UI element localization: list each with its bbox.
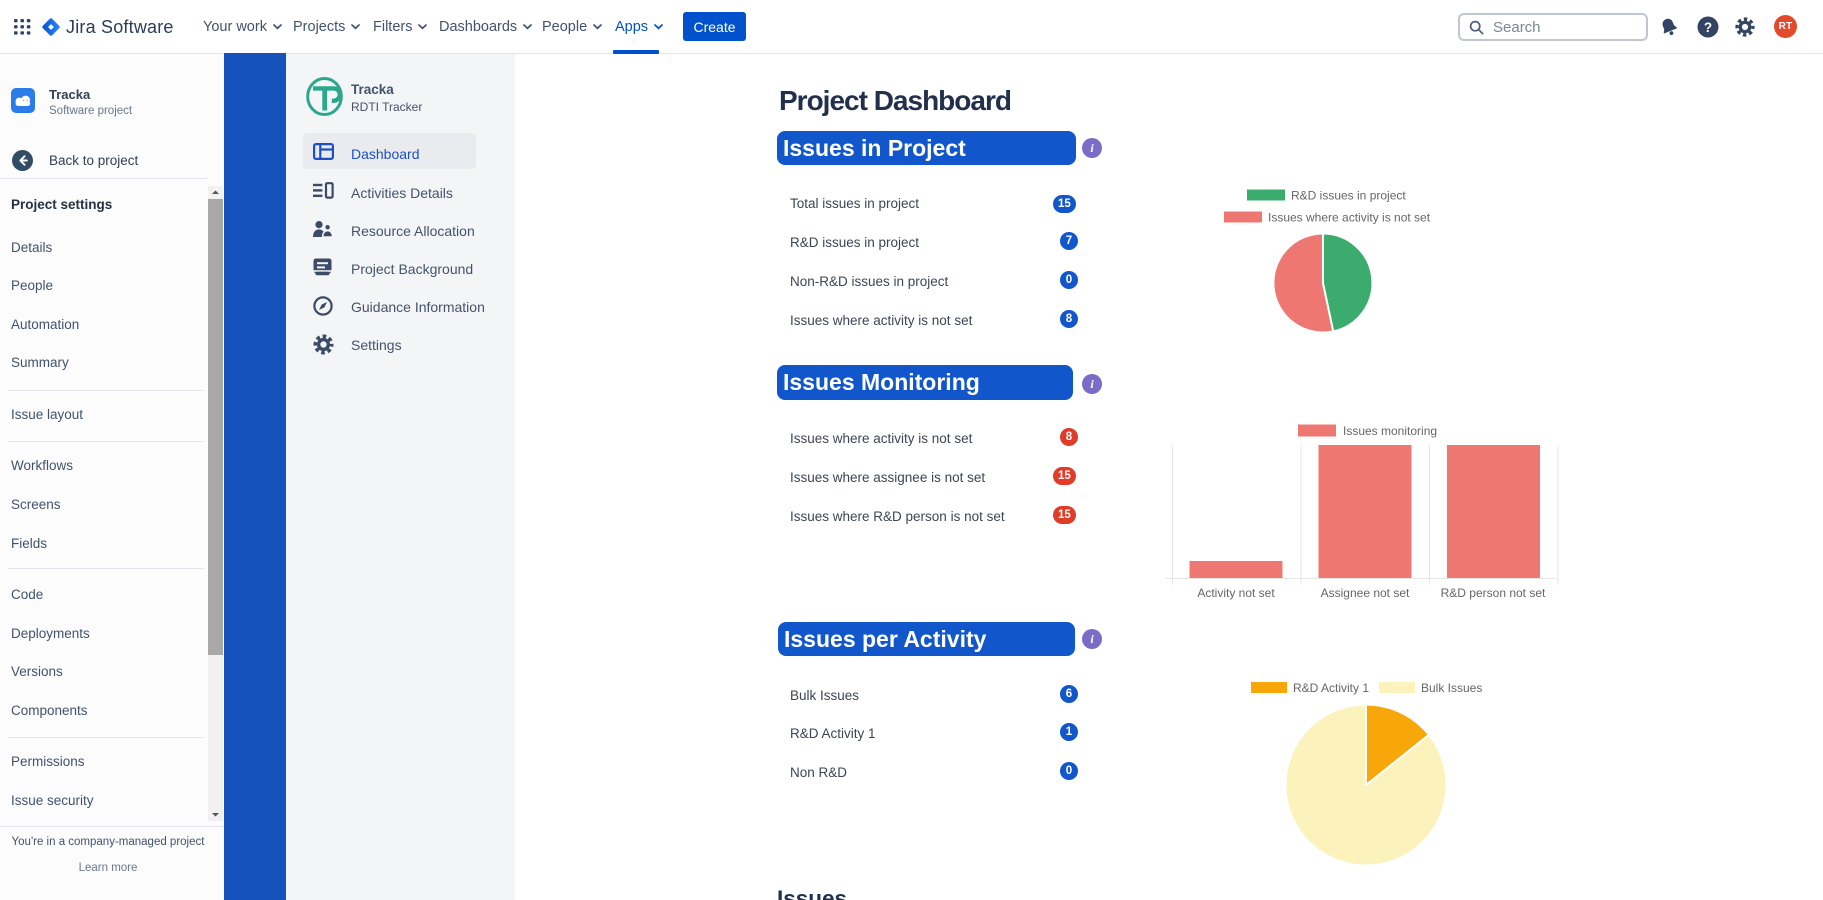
svg-text:R&D issues in project: R&D issues in project [1291,189,1406,203]
svg-text:R&D person not set: R&D person not set [1441,586,1546,600]
svg-text:R&D Activity 1: R&D Activity 1 [1293,681,1369,695]
svg-text:Assignee not set: Assignee not set [1321,586,1410,600]
svg-text:Issues where activity is not s: Issues where activity is not set [1268,211,1431,225]
svg-text:Activity not set: Activity not set [1197,586,1275,600]
svg-text:Issues monitoring: Issues monitoring [1343,424,1437,438]
svg-text:?: ? [1704,20,1712,35]
svg-text:Bulk Issues: Bulk Issues [1421,681,1482,695]
